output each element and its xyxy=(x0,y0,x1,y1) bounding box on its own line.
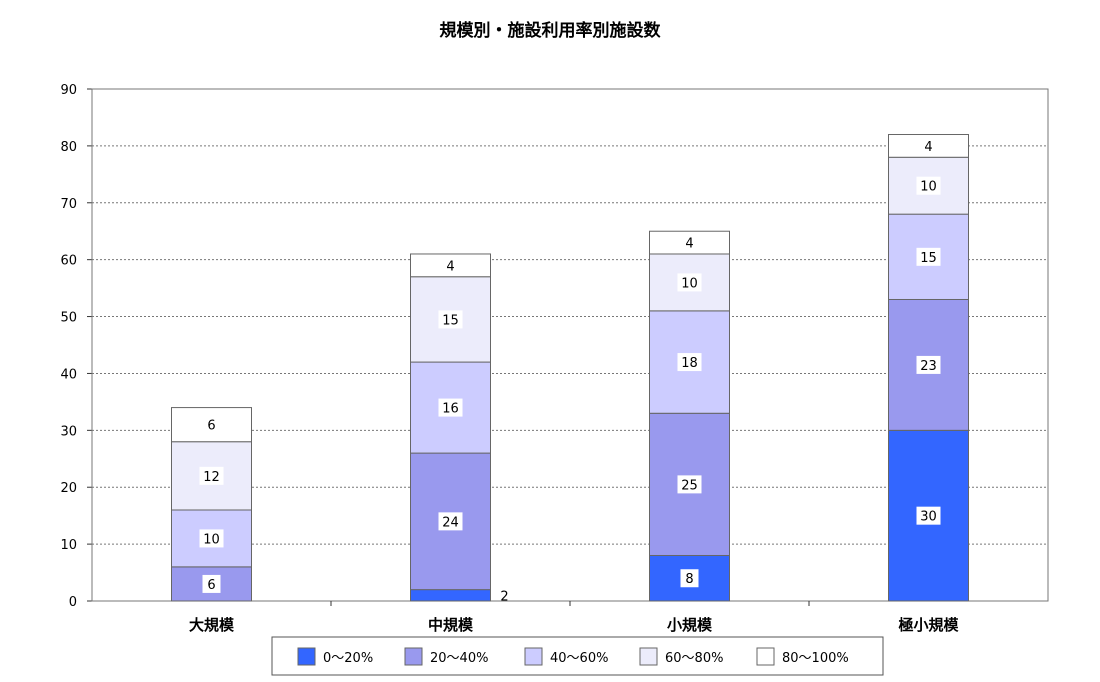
data-label: 16 xyxy=(442,402,459,417)
x-tick-label: 大規模 xyxy=(189,616,235,634)
y-tick-label: 40 xyxy=(60,367,77,382)
y-tick-label: 30 xyxy=(60,424,77,439)
data-label: 2 xyxy=(500,589,508,604)
legend: 0～20% 20～40% 40～60% 60～80% 80～100% xyxy=(271,636,884,676)
data-label-box xyxy=(438,310,463,329)
data-label: 23 xyxy=(920,359,937,374)
data-label: 6 xyxy=(207,578,215,593)
legend-swatch xyxy=(756,647,775,666)
data-label-box xyxy=(916,506,941,525)
data-label-box xyxy=(919,136,938,155)
x-tick-label: 極小規模 xyxy=(897,616,959,634)
data-label-box xyxy=(438,398,463,417)
legend-label: 0～20% xyxy=(323,651,373,666)
legend-swatch xyxy=(639,647,658,666)
legend-swatch xyxy=(524,647,543,666)
data-label: 24 xyxy=(442,515,459,530)
data-label: 25 xyxy=(681,478,698,493)
data-label-box xyxy=(199,529,224,548)
data-label: 15 xyxy=(442,313,459,328)
data-label: 18 xyxy=(681,356,698,371)
data-label: 10 xyxy=(681,276,698,291)
x-tick-label: 小規模 xyxy=(667,616,713,634)
data-label: 4 xyxy=(924,140,932,155)
data-label: 10 xyxy=(203,532,220,547)
data-label-box xyxy=(677,475,702,494)
legend-label: 40～60% xyxy=(550,651,608,666)
x-tick-label: 中規模 xyxy=(428,616,474,634)
chart-title: 規模別・施設利用率別施設数 xyxy=(440,20,662,41)
data-label-box xyxy=(441,256,460,275)
data-label: 6 xyxy=(207,419,215,434)
data-label: 4 xyxy=(685,237,693,252)
y-tick-label: 20 xyxy=(60,481,77,496)
legend-swatch xyxy=(404,647,423,666)
data-label-box xyxy=(916,176,941,195)
data-label-box xyxy=(677,273,702,292)
legend-label: 60～80% xyxy=(665,651,723,666)
data-label: 12 xyxy=(203,470,220,485)
data-label-box xyxy=(438,512,463,531)
data-label: 4 xyxy=(446,259,454,274)
data-label-box xyxy=(916,247,941,266)
data-label-box xyxy=(680,233,699,252)
y-tick-label: 0 xyxy=(69,595,77,610)
plot-area: 0 10 20 30 40 50 60 70 80 90 6 10 12 6 大規模 2 24 16 15 4 中規模 8… xyxy=(60,83,1049,634)
legend-swatch xyxy=(297,647,316,666)
bar-segment xyxy=(410,589,491,602)
data-label: 10 xyxy=(920,180,937,195)
y-tick-label: 10 xyxy=(60,538,77,553)
data-label-box xyxy=(680,569,699,588)
data-label: 8 xyxy=(685,572,693,587)
data-label-box xyxy=(199,466,224,485)
y-tick-label: 60 xyxy=(60,254,77,269)
legend-label: 80～100% xyxy=(782,651,849,666)
data-label: 30 xyxy=(920,510,937,525)
data-label-box xyxy=(677,353,702,372)
legend-box xyxy=(271,636,884,676)
data-label-box xyxy=(202,574,221,593)
y-tick-label: 90 xyxy=(60,83,77,98)
data-label-box xyxy=(916,355,941,374)
y-tick-label: 70 xyxy=(60,197,77,212)
legend-label: 20～40% xyxy=(430,651,488,666)
data-label: 15 xyxy=(920,251,937,266)
y-tick-label: 50 xyxy=(60,311,77,326)
data-label-box xyxy=(202,415,221,434)
y-tick-label: 80 xyxy=(60,140,77,155)
